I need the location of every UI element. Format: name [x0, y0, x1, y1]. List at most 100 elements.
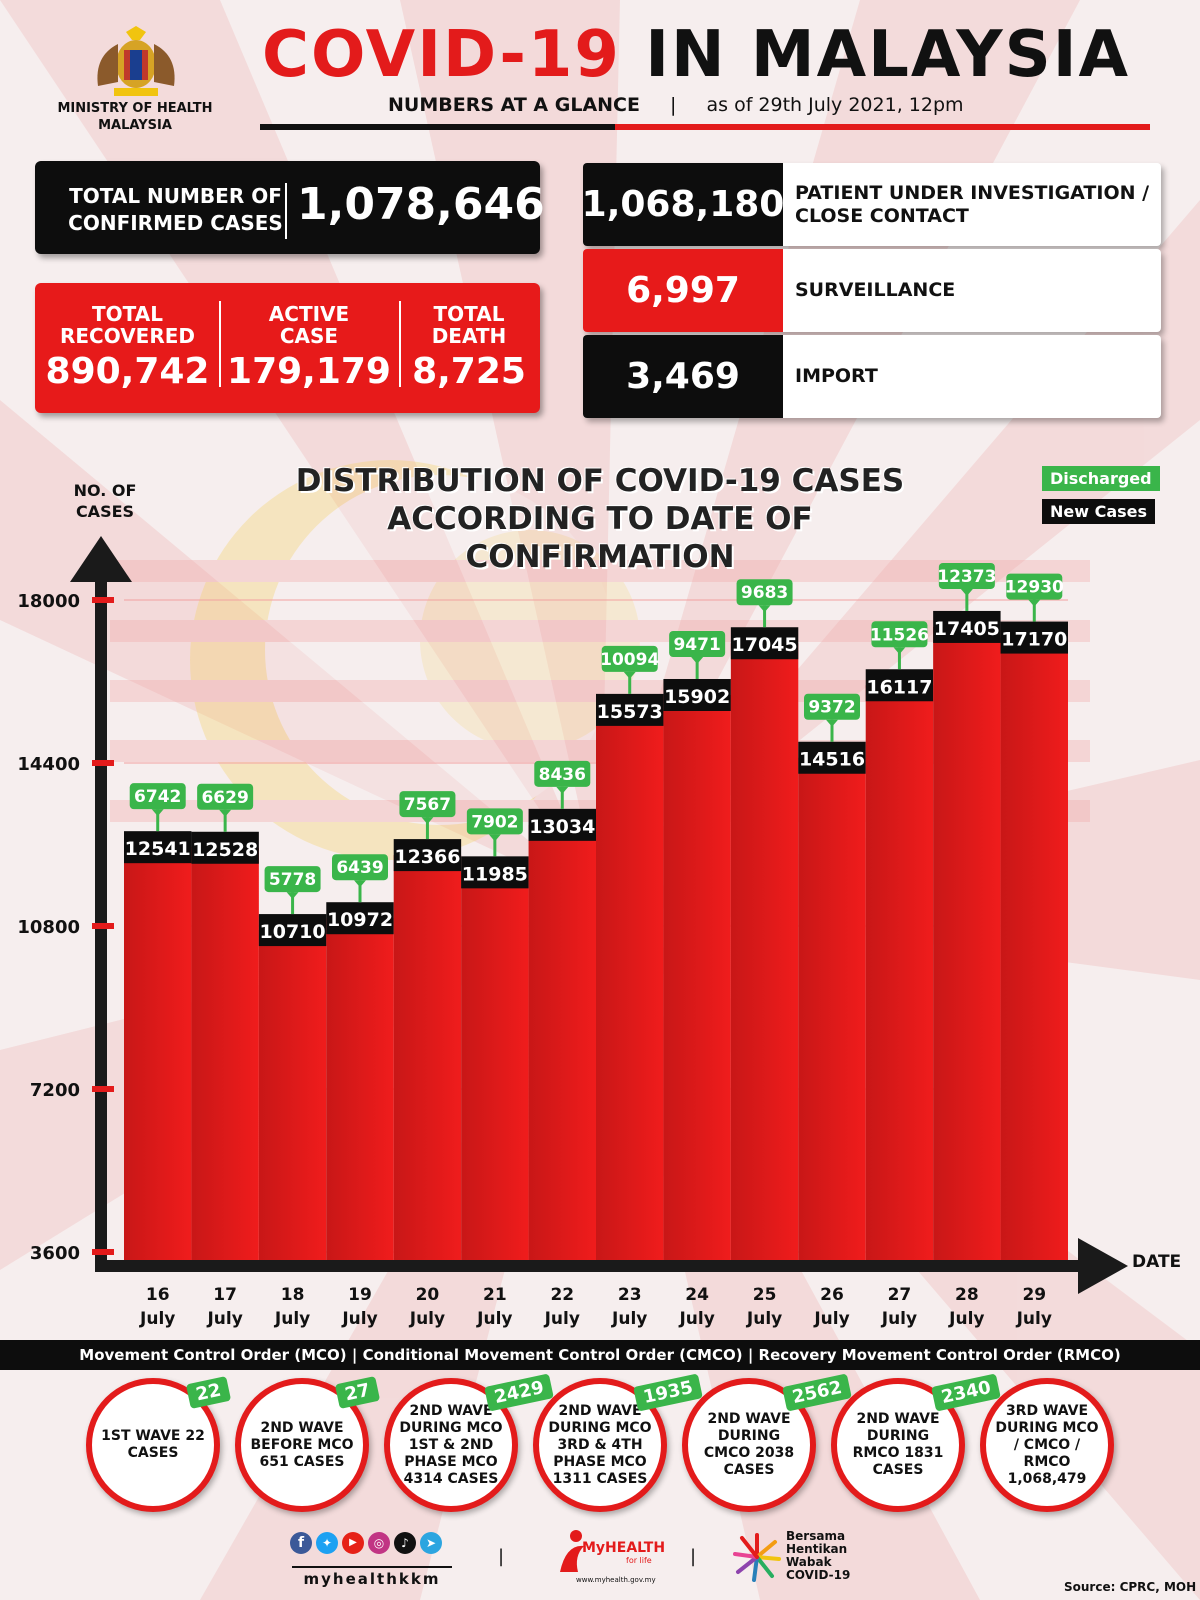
discharged-label-bg — [332, 854, 388, 881]
confirmed-label-2: CONFIRMED CASES — [68, 211, 283, 235]
active-label-1: ACTIVE — [268, 302, 350, 326]
x-tick-month: July — [476, 1309, 512, 1329]
wave-text: 2ND WAVE BEFORE MCO 651 CASES — [250, 1419, 354, 1470]
confirmed-label-1: TOTAL NUMBER OF — [69, 184, 282, 208]
x-tick-month: July — [813, 1309, 849, 1329]
discharged-label-bg — [1006, 573, 1063, 600]
new-cases-bar — [191, 847, 259, 1260]
discharged-label-bg — [129, 783, 186, 810]
mco-banner: Movement Control Order (MCO) | Condition… — [0, 1340, 1200, 1370]
x-tick-day: 26 — [820, 1285, 844, 1305]
discharged-pointer — [354, 880, 366, 888]
discharged-value-label: 6742 — [134, 787, 181, 807]
divider — [285, 183, 287, 239]
new-cases-label-bg — [393, 839, 462, 872]
discharged-label-bg — [264, 866, 321, 893]
title-red: COVID-19 — [262, 18, 621, 92]
y-axis-line — [95, 560, 107, 1272]
tiktok-icon[interactable]: ♪ — [394, 1532, 416, 1554]
new-cases-value-label: 11985 — [462, 863, 528, 885]
y-tick-label: 14400 — [17, 754, 80, 775]
discharged-pointer — [421, 817, 434, 825]
myhealth-tagline: for life — [626, 1556, 652, 1565]
new-cases-bar — [1000, 637, 1068, 1260]
x-tick-day: 24 — [685, 1285, 709, 1305]
discharged-pointer — [151, 809, 164, 817]
discharged-label-bg — [399, 791, 456, 818]
new-cases-label-bg — [191, 831, 259, 864]
wave-circle: 3RD WAVE DURING MCO / CMCO / RMCO 1,068,… — [980, 1378, 1114, 1512]
y-tick-label: 3600 — [30, 1243, 80, 1264]
new-cases-bar — [596, 709, 664, 1260]
wave-circle: 1ST WAVE 22 CASES — [86, 1378, 220, 1512]
outcome-stats-box: TOTAL RECOVERED 890,742 ACTIVE CASE 179,… — [35, 283, 540, 413]
pui-row: 1,068,180 PATIENT UNDER INVESTIGATION / … — [582, 163, 1161, 246]
telegram-icon[interactable]: ➤ — [420, 1532, 442, 1554]
wave-text: 1ST WAVE 22 CASES — [101, 1428, 205, 1461]
instagram-icon[interactable]: ◎ — [368, 1532, 390, 1554]
legend-new-cases: New Cases — [1042, 499, 1156, 524]
footer-divider: | — [498, 1546, 505, 1567]
new-cases-bar — [124, 847, 192, 1260]
subtitle: NUMBERS AT A GLANCE | as of 29th July 20… — [388, 94, 964, 116]
new-cases-label-bg — [798, 741, 866, 774]
x-axis-line — [95, 1260, 1085, 1272]
new-cases-value-label: 17045 — [732, 634, 798, 656]
twitter-icon[interactable]: ✦ — [316, 1532, 338, 1554]
y-axis-title-line2: CASES — [75, 502, 135, 521]
discharged-pointer — [286, 892, 299, 900]
active-value: 179,179 — [227, 351, 391, 392]
x-tick-day: 27 — [888, 1285, 912, 1305]
death-label: TOTAL DEATH — [401, 303, 537, 347]
wave-text: 2ND WAVE DURING MCO 3RD & 4TH PHASE MCO … — [548, 1402, 652, 1487]
discharged-pointer — [488, 834, 501, 842]
new-cases-value-label: 17170 — [1001, 629, 1067, 651]
campaign-text: Bersama Hentikan Wabak COVID-19 — [786, 1529, 851, 1582]
discharged-value-label: 6629 — [201, 788, 248, 808]
discharged-value-label: 9471 — [673, 635, 720, 655]
youtube-icon[interactable]: ▶ — [342, 1532, 364, 1554]
discharged-pointer — [826, 719, 838, 727]
x-axis-arrow-icon — [1078, 1238, 1128, 1294]
discharged-value-label: 12373 — [937, 567, 996, 587]
y-axis-arrow-icon — [70, 536, 132, 582]
death-label-1: TOTAL — [433, 302, 505, 326]
x-tick-day: 29 — [1022, 1285, 1046, 1305]
new-cases-value-label: 15573 — [597, 701, 663, 723]
new-cases-value-label: 14516 — [799, 749, 865, 771]
subtitle-date: as of 29th July 2021, 12pm — [706, 94, 964, 116]
confirmed-value: 1,078,646 — [297, 179, 545, 230]
chart-title-line2: ACCORDING TO DATE OF CONFIRMATION — [387, 501, 813, 575]
discharged-pointer — [960, 588, 973, 596]
wave-text: 2ND WAVE DURING RMCO 1831 CASES — [852, 1411, 944, 1478]
y-tick-mark — [92, 1249, 114, 1255]
import-label: IMPORT — [795, 365, 878, 387]
new-cases-label-bg — [865, 669, 934, 702]
death-value: 8,725 — [412, 351, 526, 392]
x-tick-month: July — [881, 1309, 917, 1329]
y-tick-mark — [92, 597, 114, 603]
discharged-value-label: 9372 — [808, 698, 855, 718]
discharged-value-label: 9683 — [741, 583, 788, 603]
myhealth-text: MyHEALTH — [582, 1540, 666, 1556]
new-cases-label-bg — [258, 914, 327, 947]
surveillance-label: SURVEILLANCE — [795, 279, 956, 301]
import-row: 3,469 IMPORT — [583, 335, 1161, 418]
new-cases-bar — [258, 930, 327, 1260]
page-title: COVID-19 IN MALAYSIA — [262, 18, 1130, 92]
death-label-2: DEATH — [431, 324, 507, 348]
x-tick-month: July — [678, 1309, 714, 1329]
coat-of-arms-icon — [97, 26, 175, 96]
new-cases-label-bg — [461, 856, 529, 889]
surveillance-value: 6,997 — [583, 249, 783, 332]
x-tick-month: July — [409, 1309, 445, 1329]
x-tick-month: July — [139, 1309, 175, 1329]
surveillance-row: 6,997 SURVEILLANCE — [583, 249, 1161, 332]
new-cases-bar — [326, 918, 394, 1260]
divider — [399, 301, 401, 387]
chart-title: DISTRIBUTION OF COVID-19 CASES ACCORDING… — [250, 462, 950, 576]
new-cases-value-label: 13034 — [529, 816, 595, 838]
facebook-icon[interactable]: f — [290, 1532, 312, 1554]
x-tick-day: 25 — [753, 1285, 777, 1305]
y-tick-label: 18000 — [17, 591, 80, 612]
